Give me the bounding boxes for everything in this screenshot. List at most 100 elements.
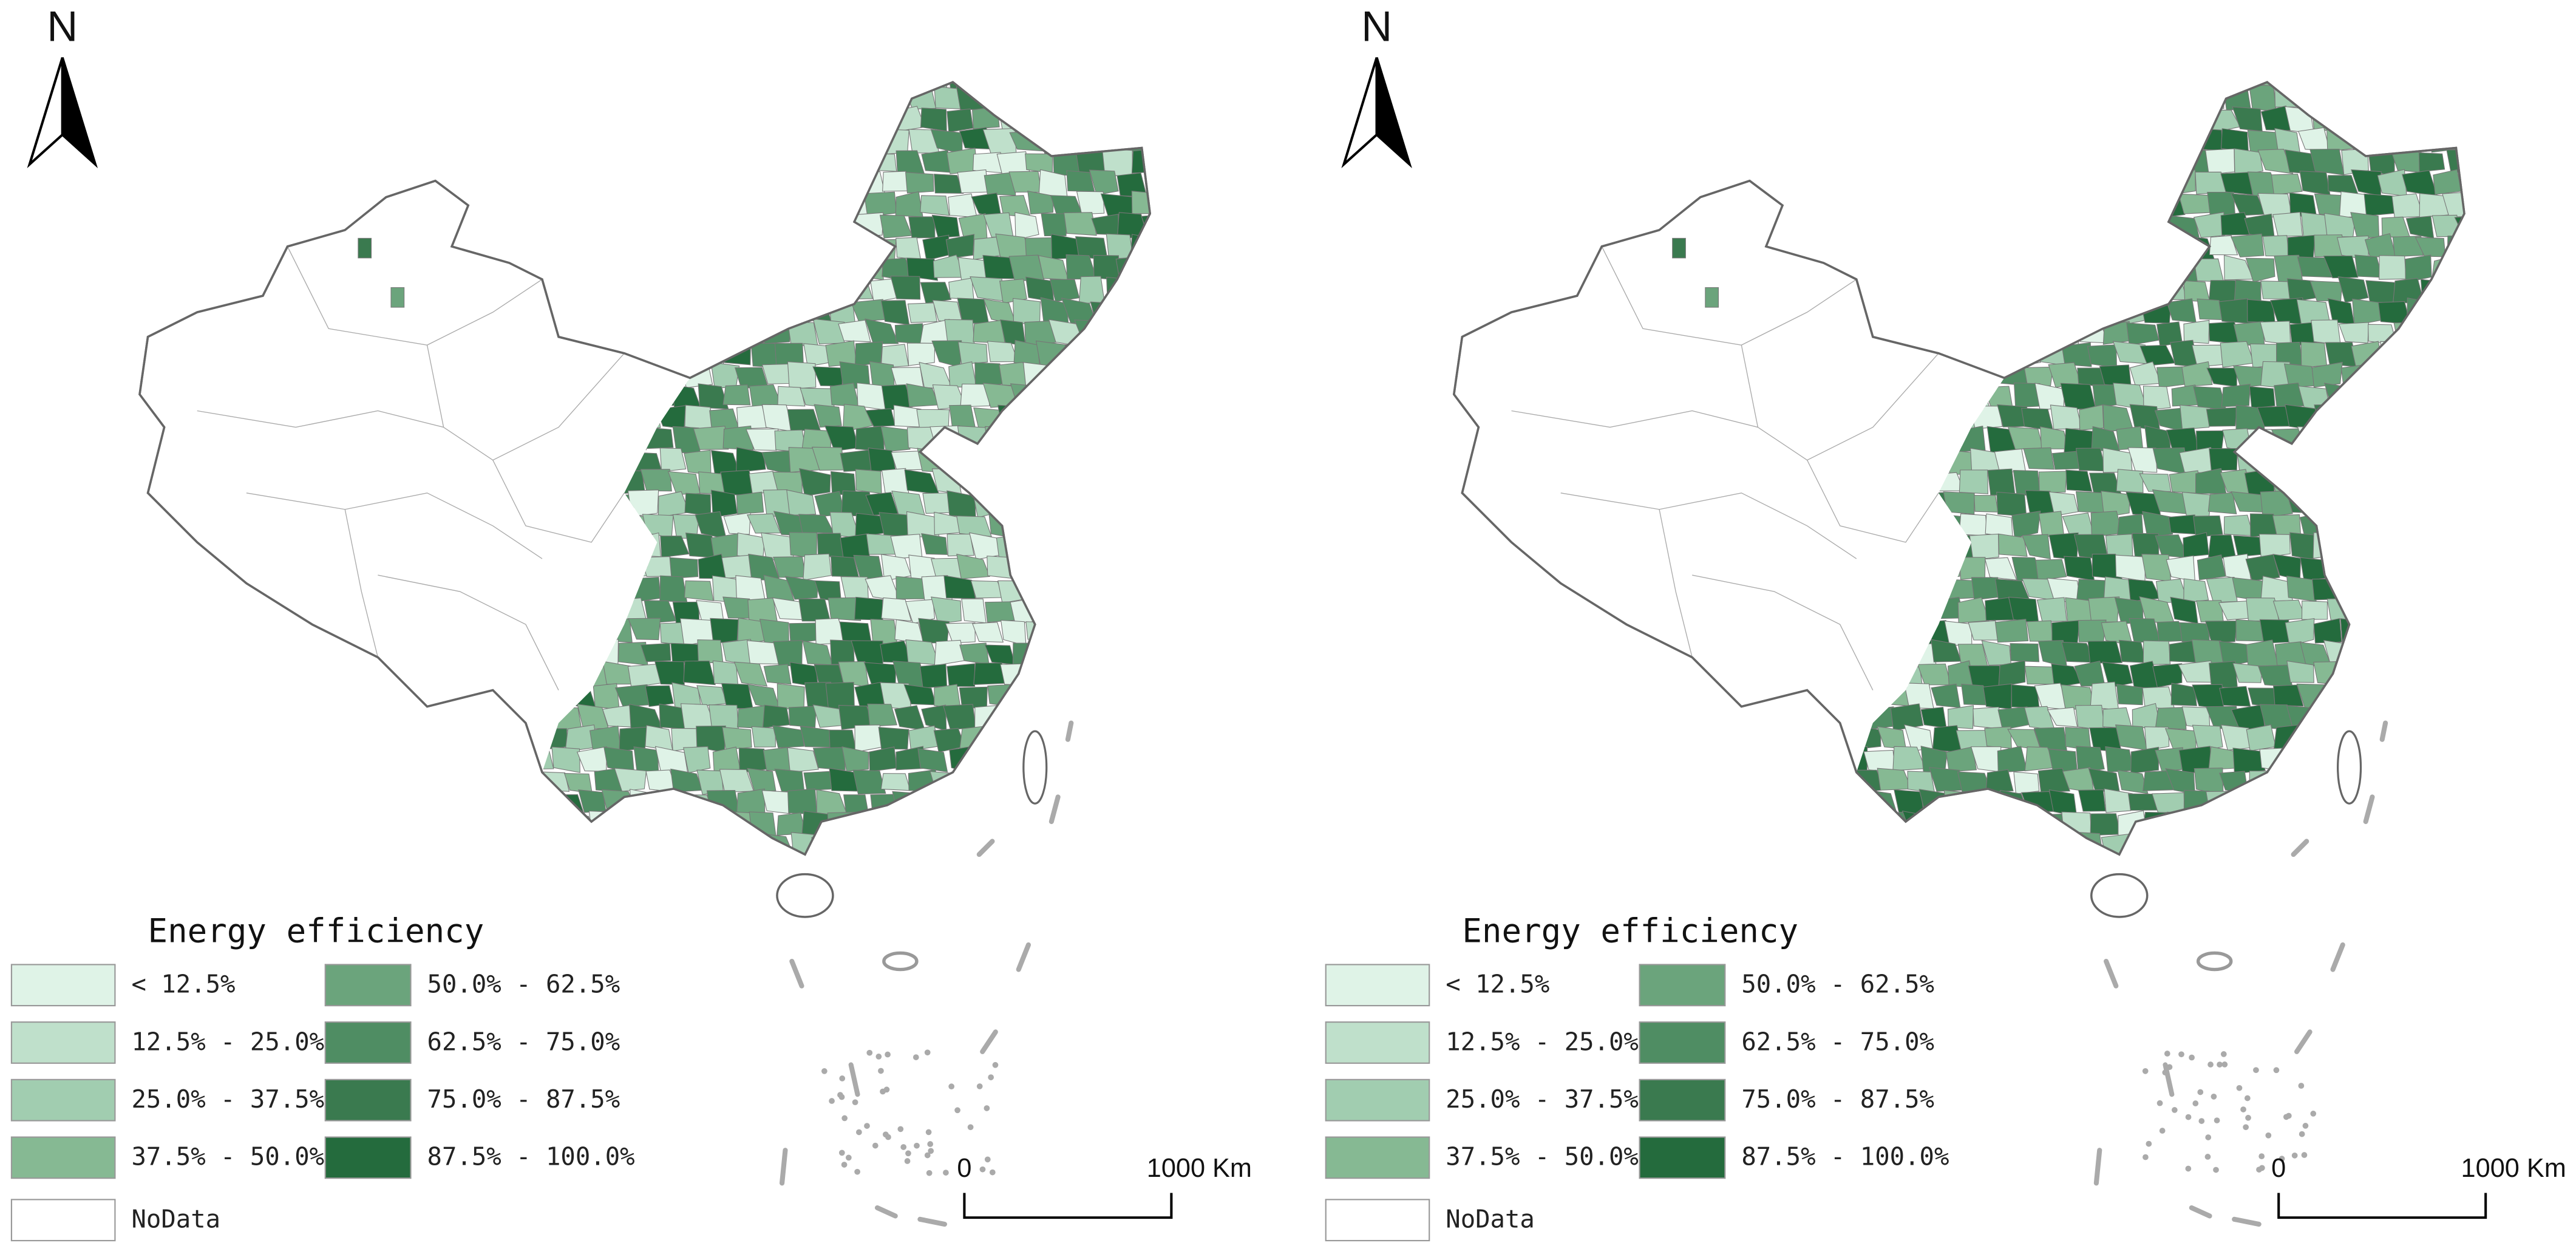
island-dot [2142,1068,2149,1074]
region [563,853,595,855]
island [2090,873,2149,918]
region [1091,83,1118,112]
island-dot [2217,1061,2223,1068]
region [812,191,844,217]
region [2232,748,2266,774]
region [1947,149,1975,175]
region [2444,82,2464,86]
region [1856,789,1868,816]
legend-swatch [1325,1199,1430,1242]
province-border [1659,509,1693,658]
region [2311,82,2343,86]
island-dot [838,1150,845,1156]
region [1930,812,1963,838]
region [1014,212,1039,240]
region [956,516,992,537]
region [2297,772,2333,792]
region [1141,214,1150,240]
region [592,256,619,283]
region [946,108,974,133]
region [1088,384,1122,409]
region [2313,446,2347,474]
region [946,663,976,687]
region [1024,82,1056,87]
region [2324,811,2358,835]
region [790,192,820,215]
region [1011,683,1044,710]
region [2392,236,2424,257]
region [542,789,559,813]
region [1115,512,1147,537]
region [2326,471,2356,493]
region [1856,211,1885,238]
island-dot [967,1124,974,1131]
region [542,126,568,154]
region [2026,82,2055,87]
region [759,619,789,645]
region [1157,148,1183,175]
region [1117,767,1148,795]
region [2117,169,2146,198]
region [920,107,947,132]
region [838,148,872,173]
map-panel: N Energy efficiency < 12.5% 12.5% - 25.0% 25… [1325,2,2566,1242]
region [855,469,882,494]
region [1157,620,1189,646]
region [2235,82,2262,87]
region [2340,703,2367,730]
island-dot [2221,1061,2228,1068]
region [2432,599,2464,624]
region [2144,126,2173,153]
province-border [1511,410,1758,428]
region [1905,169,1936,197]
region [2314,832,2344,855]
region [2011,684,2040,709]
region [2033,727,2067,751]
legend-label: NoData [1446,1205,1535,1234]
legend-label: 87.5% - 100.0% [1741,1142,1949,1171]
region [1104,361,1133,390]
region [2434,299,2460,324]
region [772,83,806,112]
region [948,278,974,300]
region [1918,234,1951,262]
region [1130,234,1150,261]
region [1104,82,1132,87]
region [588,857,620,881]
region [2209,448,2238,471]
region [552,195,582,216]
region [2115,724,2148,751]
region [921,833,948,855]
island-dot [841,1162,848,1168]
region [2250,853,2277,855]
region [2078,789,2106,812]
region [824,126,860,154]
region [2088,768,2120,792]
region [1026,446,1055,473]
legend-swatch [10,1021,116,1064]
region [2418,152,2445,172]
island-dot [872,1142,878,1149]
region [948,450,980,469]
region [996,834,1027,855]
island-dot [829,1098,835,1104]
region [2053,106,2080,132]
region [865,492,899,516]
region [2013,771,2040,794]
region [693,811,726,838]
region [2380,511,2409,538]
boundary-dash [980,1029,998,1054]
region [2458,425,2464,449]
region [697,298,726,324]
region [2204,620,2238,644]
region [2469,363,2501,388]
region [763,82,794,90]
region [1027,191,1054,215]
region [2152,82,2186,86]
region [640,642,671,663]
region [2447,834,2464,855]
region [988,726,1016,751]
region [722,425,754,451]
region [997,708,1029,732]
region [973,320,1005,344]
